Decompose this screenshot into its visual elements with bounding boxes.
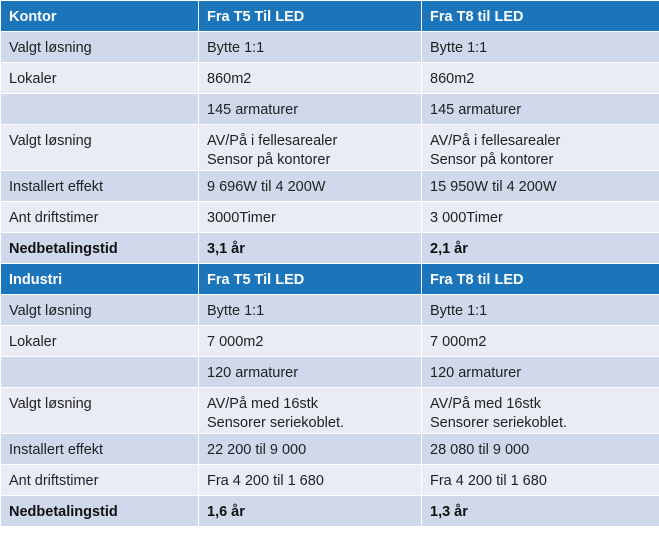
table-cell: AV/På i fellesarealer Sensor på kontorer	[198, 124, 422, 171]
table-row: Valgt løsning Bytte 1:1 Bytte 1:1	[0, 294, 659, 326]
table-row: 120 armaturer 120 armaturer	[0, 356, 659, 388]
table-row: Ant driftstimer 3000Timer 3 000Timer	[0, 201, 659, 233]
table-cell: Bytte 1:1	[421, 31, 659, 63]
table-cell: 120 armaturer	[198, 356, 422, 388]
table-cell: Valgt løsning	[0, 124, 199, 171]
table-cell: Lokaler	[0, 62, 199, 94]
table-cell: 15 950W til 4 200W	[421, 170, 659, 202]
table-cell: 145 armaturer	[198, 93, 422, 125]
table-row: Valgt løsning AV/På i fellesarealer Senso…	[0, 124, 659, 171]
table-cell: 7 000m2	[198, 325, 422, 357]
table-cell: Ant driftstimer	[0, 201, 199, 233]
table-cell: 22 200 til 9 000	[198, 433, 422, 465]
table-row: Valgt løsning Bytte 1:1 Bytte 1:1	[0, 31, 659, 63]
table-cell: 28 080 til 9 000	[421, 433, 659, 465]
table-cell: 2,1 år	[421, 232, 659, 264]
table-cell: Nedbetalingstid	[0, 495, 199, 527]
table-cell: 1,3 år	[421, 495, 659, 527]
header-row: Industri Fra T5 Til LED Fra T8 til LED	[0, 263, 659, 295]
table-row: Installert effekt 9 696W til 4 200W 15 950…	[0, 170, 659, 202]
header-cell: Kontor	[0, 0, 199, 32]
table-row: Installert effekt 22 200 til 9 000 28 080 …	[0, 433, 659, 465]
header-cell: Fra T5 Til LED	[198, 0, 422, 32]
table-cell: 145 armaturer	[421, 93, 659, 125]
table-cell: AV/På i fellesarealer Sensor på kontorer	[421, 124, 659, 171]
table-cell: Installert effekt	[0, 170, 199, 202]
table-cell: Bytte 1:1	[198, 294, 422, 326]
table-cell: 3 000Timer	[421, 201, 659, 233]
table-cell: Valgt løsning	[0, 294, 199, 326]
table-cell: 3,1 år	[198, 232, 422, 264]
table-cell: 860m2	[421, 62, 659, 94]
table-cell: Nedbetalingstid	[0, 232, 199, 264]
table-row: Ant driftstimer Fra 4 200 til 1 680 Fra 4 …	[0, 464, 659, 496]
table-cell: Valgt løsning	[0, 387, 199, 434]
table-cell: Fra 4 200 til 1 680	[421, 464, 659, 496]
header-cell: Fra T8 til LED	[421, 263, 659, 295]
table-row: Valgt løsning AV/På med 16stk Sensorer se…	[0, 387, 659, 434]
table-row: Nedbetalingstid 3,1 år 2,1 år	[0, 232, 659, 264]
table-cell: Valgt løsning	[0, 31, 199, 63]
table-cell: Lokaler	[0, 325, 199, 357]
table-cell: 860m2	[198, 62, 422, 94]
table-cell: 1,6 år	[198, 495, 422, 527]
table-cell: 7 000m2	[421, 325, 659, 357]
table-cell: Bytte 1:1	[421, 294, 659, 326]
table-row: Lokaler 7 000m2 7 000m2	[0, 325, 659, 357]
table-cell: Installert effekt	[0, 433, 199, 465]
table-cell: 3000Timer	[198, 201, 422, 233]
table-row: Lokaler 860m2 860m2	[0, 62, 659, 94]
header-row: Kontor Fra T5 Til LED Fra T8 til LED	[0, 0, 659, 32]
table-cell: Ant driftstimer	[0, 464, 199, 496]
table-cell: 120 armaturer	[421, 356, 659, 388]
header-cell: Fra T5 Til LED	[198, 263, 422, 295]
table-cell: 9 696W til 4 200W	[198, 170, 422, 202]
table-cell: AV/På med 16stk Sensorer seriekoblet.	[198, 387, 422, 434]
table-cell: Bytte 1:1	[198, 31, 422, 63]
table-row: 145 armaturer 145 armaturer	[0, 93, 659, 125]
table-cell	[0, 356, 199, 388]
header-cell: Fra T8 til LED	[421, 0, 659, 32]
table-cell	[0, 93, 199, 125]
table-row: Nedbetalingstid 1,6 år 1,3 år	[0, 495, 659, 527]
header-cell: Industri	[0, 263, 199, 295]
table-cell: AV/På med 16stk Sensorer seriekoblet.	[421, 387, 659, 434]
table: Kontor Fra T5 Til LED Fra T8 til LED Valgt …	[0, 0, 659, 527]
table-cell: Fra 4 200 til 1 680	[198, 464, 422, 496]
